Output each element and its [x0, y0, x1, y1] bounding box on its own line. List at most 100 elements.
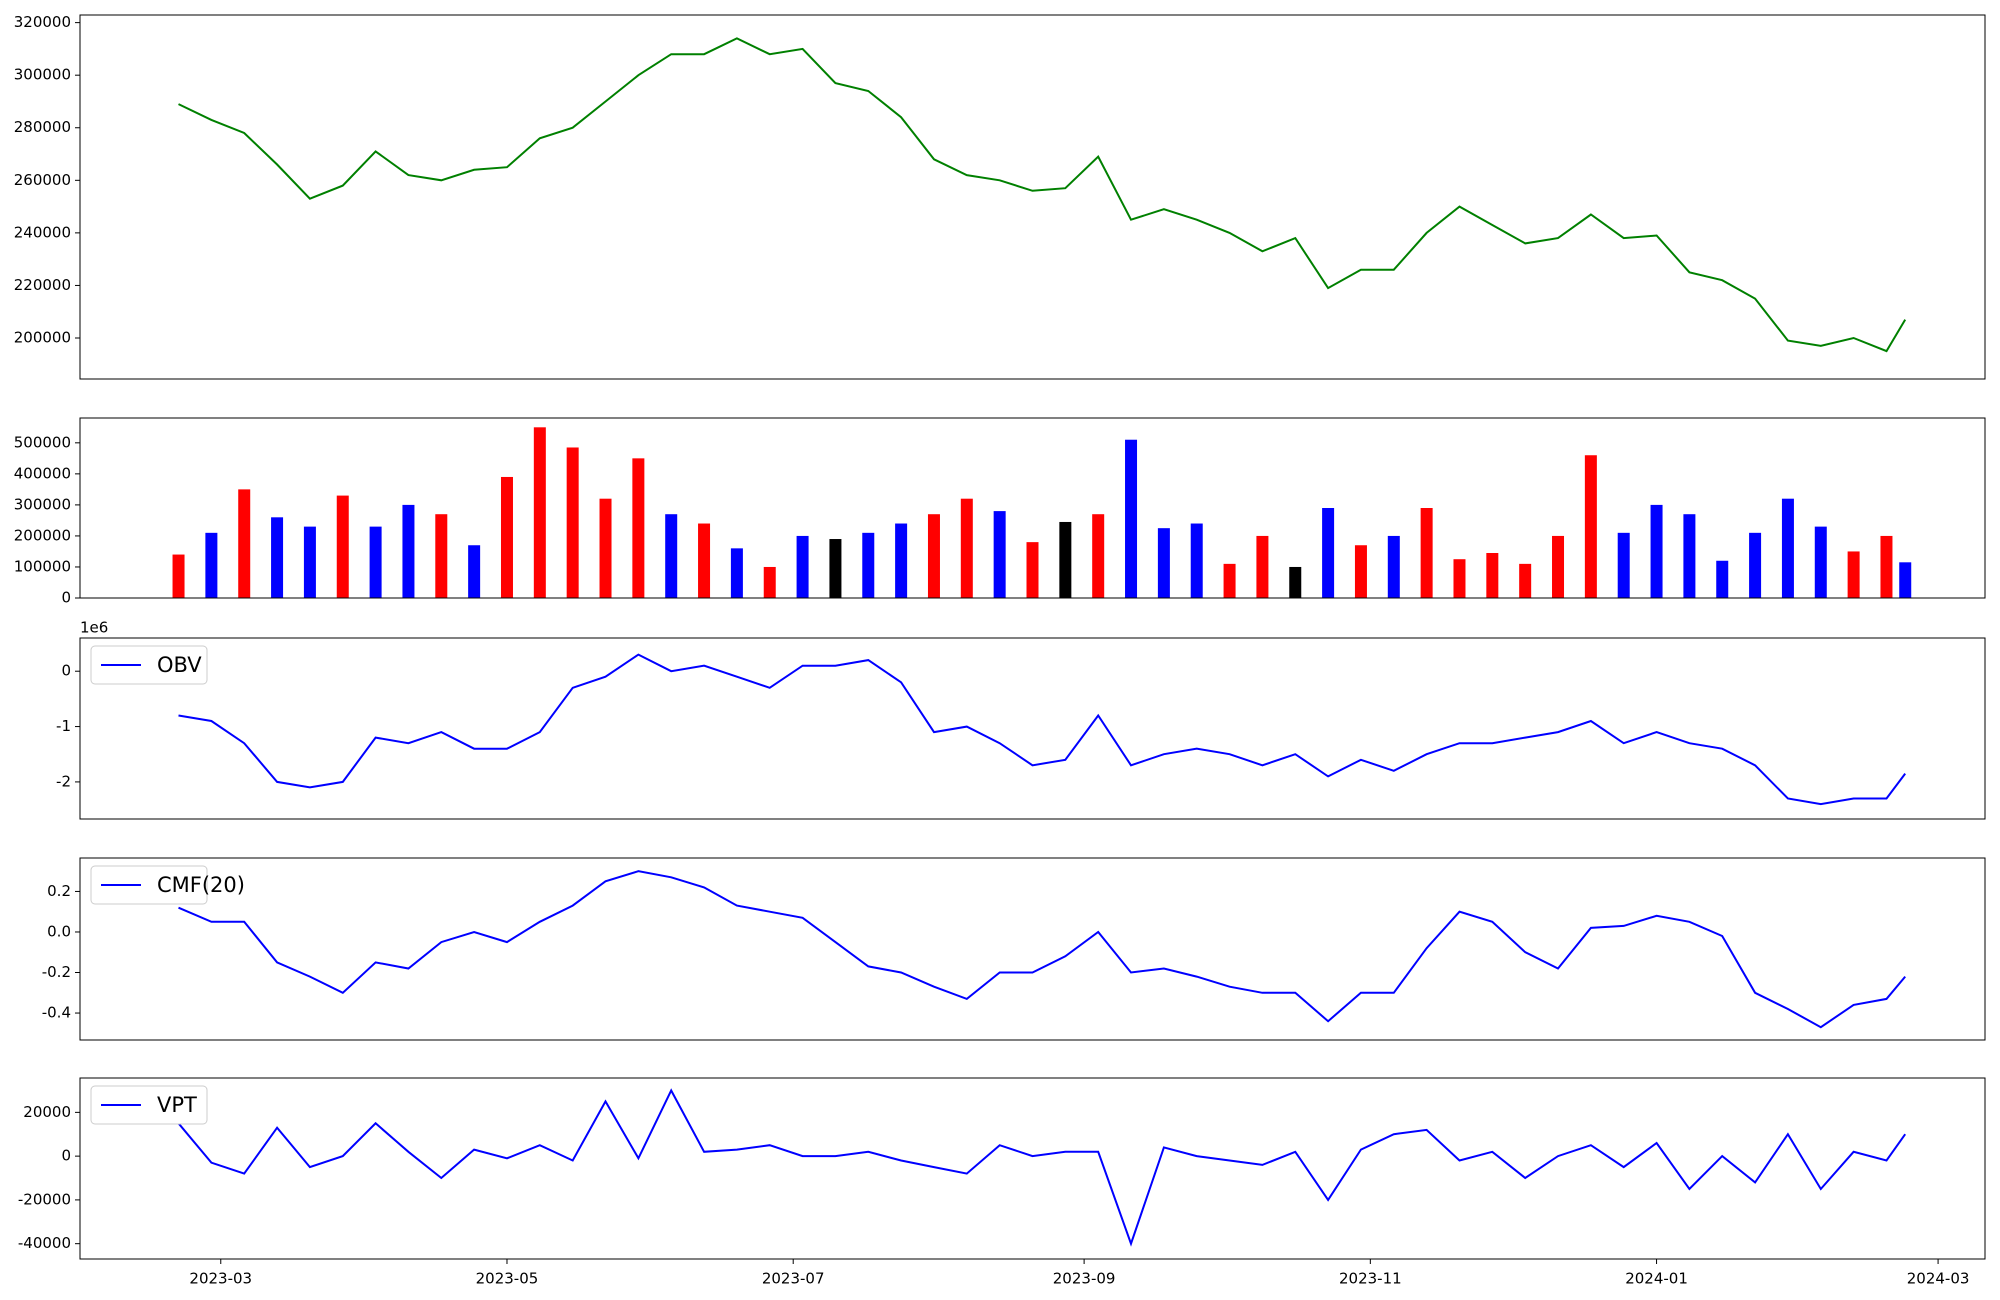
- x-tick-label: 2023-11: [1339, 1270, 1402, 1288]
- y-tick-label: 0.2: [47, 882, 71, 900]
- y-tick-label: 0: [61, 1147, 71, 1165]
- plot-frame: [79, 857, 1986, 1041]
- y-tick-label: -0.2: [42, 963, 71, 981]
- volume-bar: [960, 498, 973, 598]
- volume-bar: [796, 535, 809, 598]
- volume-bar: [1354, 545, 1367, 598]
- volume-bar: [1125, 439, 1138, 598]
- y-tick-label: -0.4: [42, 1004, 71, 1022]
- axis-offset-label: 1e6: [80, 619, 108, 637]
- y-tick-label: 20000: [23, 1103, 71, 1121]
- line: [178, 37, 1907, 353]
- volume-bar: [336, 495, 349, 598]
- y-tick-label: 500000: [14, 433, 71, 451]
- volume-bar: [1387, 535, 1400, 598]
- volume-bar: [698, 523, 711, 598]
- volume-bar: [895, 523, 908, 598]
- volume-bar: [1190, 523, 1203, 598]
- volume-bar: [468, 545, 481, 598]
- volume-bar: [172, 554, 185, 598]
- volume-bar: [1584, 455, 1597, 598]
- y-tick-label: 100000: [14, 557, 71, 575]
- y-tick-label: 200000: [14, 526, 71, 544]
- line: [178, 870, 1906, 1029]
- volume-bar: [1716, 560, 1729, 598]
- volume-bar: [1223, 563, 1236, 598]
- volume-bar: [1814, 526, 1827, 598]
- volume-bar: [566, 447, 579, 598]
- legend-box: [90, 1085, 208, 1125]
- volume-bar: [1552, 535, 1565, 598]
- x-tick-label: 2024-03: [1907, 1270, 1970, 1288]
- volume-bar: [1880, 535, 1893, 598]
- volume-bar: [1059, 521, 1072, 598]
- volume-bar: [1847, 551, 1860, 598]
- volume-bar: [402, 504, 415, 598]
- x-tick-label: 2023-03: [189, 1270, 252, 1288]
- volume-bar: [1420, 508, 1433, 598]
- volume-bar: [1322, 508, 1335, 598]
- volume-bar: [1486, 553, 1499, 598]
- volume-bar: [1749, 532, 1762, 598]
- volume-bar: [435, 514, 448, 598]
- volume-bar: [1289, 566, 1302, 598]
- volume-bar: [1256, 535, 1269, 598]
- line: [178, 653, 1906, 806]
- y-tick-label: 200000: [14, 329, 71, 347]
- plot-frame: [79, 14, 1986, 380]
- volume-bar: [862, 532, 875, 598]
- legend-label: OBV: [157, 653, 202, 677]
- volume-bar: [632, 458, 645, 598]
- volume-bar: [1453, 559, 1466, 598]
- y-tick-label: 240000: [14, 223, 71, 241]
- y-tick-label: 300000: [14, 495, 71, 513]
- volume-bar: [730, 548, 743, 598]
- y-tick-label: -1: [56, 717, 71, 735]
- y-tick-label: 220000: [14, 276, 71, 294]
- legend-box: [90, 865, 208, 905]
- volume-bar: [763, 566, 776, 598]
- volume-bar: [238, 489, 251, 598]
- volume-bar: [1519, 563, 1532, 598]
- y-tick-label: -40000: [18, 1234, 71, 1252]
- volume-bar: [369, 526, 382, 598]
- y-tick-label: 320000: [14, 13, 71, 31]
- plot-frame: [79, 1077, 1986, 1260]
- volume-bar: [1157, 528, 1170, 598]
- y-tick-label: 280000: [14, 118, 71, 136]
- volume-bar: [665, 514, 678, 598]
- volume-bar: [1683, 514, 1696, 598]
- volume-bar: [1899, 562, 1912, 598]
- volume-bar: [533, 427, 546, 598]
- y-tick-label: 0: [61, 589, 71, 607]
- y-tick-label: 0.0: [47, 922, 71, 940]
- volume-bar: [205, 532, 218, 598]
- volume-bar: [1092, 514, 1105, 598]
- volume-bar: [1781, 498, 1794, 598]
- y-tick-label: 0: [61, 662, 71, 680]
- legend-label: VPT: [157, 1093, 197, 1117]
- volume-bar: [599, 498, 612, 598]
- legend-box: [90, 645, 208, 685]
- plot-frame: [79, 637, 1986, 820]
- volume-bar: [829, 539, 842, 598]
- y-tick-label: 400000: [14, 464, 71, 482]
- volume-bar: [271, 517, 284, 598]
- y-tick-label: -20000: [18, 1190, 71, 1208]
- volume-bar: [303, 526, 316, 598]
- x-tick-label: 2023-07: [762, 1270, 825, 1288]
- x-tick-label: 2023-09: [1053, 1270, 1116, 1288]
- x-tick-label: 2024-01: [1625, 1270, 1688, 1288]
- y-tick-label: -2: [56, 772, 71, 790]
- x-tick-label: 2023-05: [476, 1270, 539, 1288]
- line: [177, 1088, 1907, 1247]
- legend-label: CMF(20): [157, 873, 245, 897]
- volume-bar: [993, 511, 1006, 598]
- volume-bar: [1617, 532, 1630, 598]
- volume-bar: [1650, 504, 1663, 598]
- y-tick-label: 260000: [14, 171, 71, 189]
- volume-bar: [1026, 542, 1039, 598]
- y-tick-label: 300000: [14, 66, 71, 84]
- plot-frame: [79, 417, 1986, 599]
